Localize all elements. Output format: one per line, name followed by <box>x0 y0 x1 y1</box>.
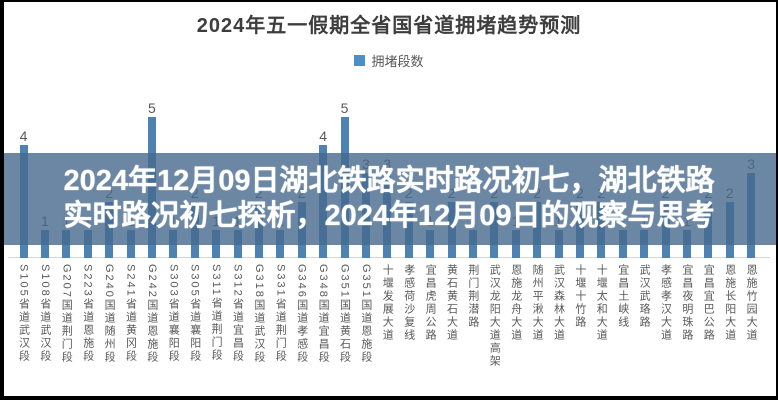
x-axis-label: G318国道武汉段 <box>252 264 265 364</box>
x-axis-label: S331省道荆门段 <box>274 264 287 363</box>
x-axis-label: 武汉龙阳大道高架 <box>488 264 501 368</box>
x-axis-label: 宜昌虎周公路 <box>424 264 437 342</box>
x-axis-label: S223省道恩施段 <box>81 264 94 363</box>
frame-border-top <box>0 0 778 2</box>
x-axis-label: 恩施长阳大道 <box>723 264 736 342</box>
frame-border-right <box>776 0 778 400</box>
x-axis-label: G351国道黄石段 <box>338 264 351 364</box>
x-axis-label: S312省道宜昌段 <box>231 264 244 363</box>
x-axis-label: 孝感孝汉大道 <box>659 264 672 342</box>
x-axis-label: G240国道随州段 <box>103 264 116 364</box>
bar-value-label: 4 <box>319 128 327 144</box>
chart-title: 2024年五一假期全省国省道拥堵趋势预测 <box>196 15 582 37</box>
x-axis-label: 恩施龙舟大道 <box>509 264 522 342</box>
bar-value-label: 5 <box>147 100 156 116</box>
frame-border-bottom <box>0 396 778 400</box>
frame-border-left <box>0 0 4 400</box>
x-axis-label: 十堰太和大道 <box>595 264 608 342</box>
overlay-banner: 2024年12月09日湖北铁路实时路况初七，湖北铁路 实时路况初七探析，2024… <box>0 153 778 245</box>
x-axis-label: 宜昌宜巴公路 <box>702 264 715 342</box>
x-axis-label: 随州平湫大道 <box>531 264 544 342</box>
x-axis-label: G242国道恩施段 <box>145 264 158 364</box>
legend-label: 拥堵段数 <box>371 54 424 69</box>
x-axis-label: G348国道宜昌段 <box>317 264 330 364</box>
x-axis-label: G346国道孝感段 <box>295 264 308 364</box>
bar-value-label: 5 <box>340 100 349 116</box>
overlay-text-line2: 实时路况初七探析，2024年12月09日的观察与思考 <box>63 200 715 232</box>
x-axis-label: 十堰发展大道 <box>381 264 394 342</box>
x-axis-label: 黄石黄石大道 <box>445 264 458 342</box>
x-axis-label: 荆门荆潜路 <box>466 264 479 329</box>
x-axis-label: 恩施竹园大道 <box>745 264 758 342</box>
x-axis-label: S105省道武汉段 <box>17 264 30 363</box>
x-axis-label: S108省道武汉段 <box>38 264 51 363</box>
x-axis-label: S311省道荆门段 <box>210 264 223 362</box>
overlay-text-line1: 2024年12月09日湖北铁路实时路况初七，湖北铁路 <box>63 165 715 197</box>
x-axis-label: 武汉武珞路 <box>638 264 651 329</box>
x-axis-label: 孝感荷沙复线 <box>402 264 415 342</box>
x-axis-label: 宜昌土峡线 <box>616 264 629 329</box>
x-axis-label: S241省道黄冈段 <box>124 264 137 363</box>
x-axis-label: G351国道恩施段 <box>359 264 372 364</box>
x-axis-label: 武汉森林大道 <box>552 264 565 342</box>
x-axis-label: S305省道襄阳段 <box>188 264 201 363</box>
legend-color-swatch-icon <box>354 55 366 66</box>
x-axis-label: 十堰十竹路 <box>573 264 586 329</box>
x-axis-label: S303省道襄阳段 <box>167 264 180 363</box>
x-axis-label: 宜昌夜明珠路 <box>680 264 693 342</box>
bar-value-label: 4 <box>19 128 28 144</box>
legend: 拥堵段数 <box>0 51 778 70</box>
x-axis-label: G207国道荆门段 <box>60 264 73 364</box>
